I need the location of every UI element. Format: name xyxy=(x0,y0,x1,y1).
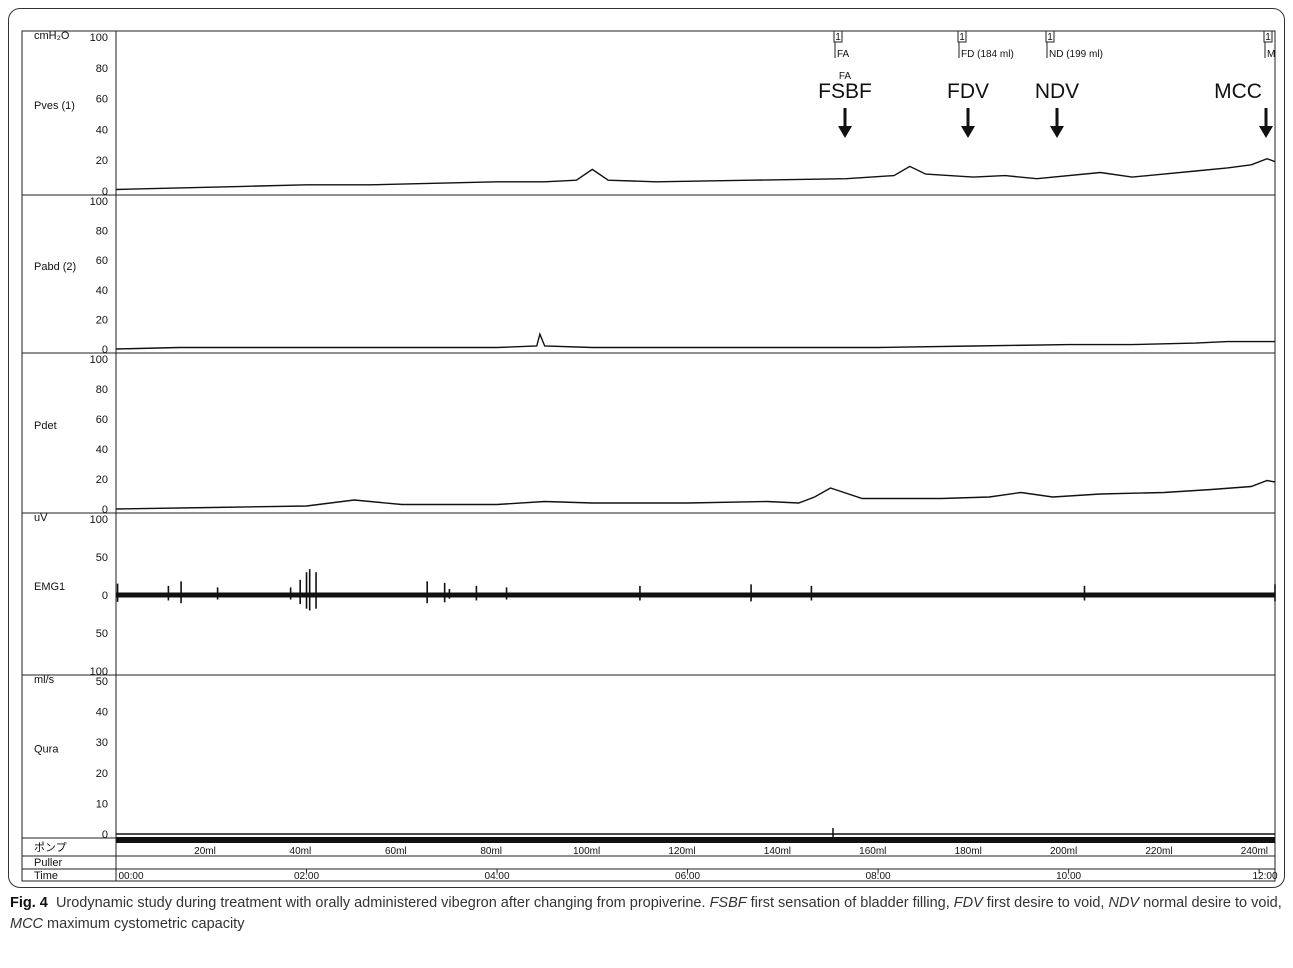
caption-abbr: MCC xyxy=(10,916,44,932)
annotation-label: FDV xyxy=(947,80,989,103)
x-tick-label: 10:00 xyxy=(1056,871,1081,882)
y-tick-label: 60 xyxy=(96,255,108,267)
event-flag-number: 1 xyxy=(959,32,965,43)
caption-abbr-meaning: first desire to void, xyxy=(982,895,1109,911)
time-label: Time xyxy=(34,870,58,882)
x-tick-label: 00:00 xyxy=(118,871,143,882)
channel-name: Pdet xyxy=(34,420,57,432)
channel-name: Pabd (2) xyxy=(34,261,76,273)
caption-abbr-meaning: maximum cystometric capacity xyxy=(43,916,245,932)
annotation-arrow-head xyxy=(1050,126,1064,138)
y-tick-label: 100 xyxy=(90,666,108,678)
figure-caption: Fig. 4 Urodynamic study during treatment… xyxy=(10,893,1285,935)
y-tick-label: 80 xyxy=(96,63,108,75)
y-tick-label: 10 xyxy=(96,798,108,810)
annotation-label: FSBF xyxy=(818,80,872,103)
caption-abbr: NDV xyxy=(1108,895,1140,911)
y-tick-label: 100 xyxy=(90,32,108,44)
pump-volume-tick: 80ml xyxy=(480,846,502,857)
channel-name: Qura xyxy=(34,744,59,756)
event-flag-number: 1 xyxy=(835,32,841,43)
y-tick-label: 40 xyxy=(96,124,108,136)
event-code: FA xyxy=(837,49,850,60)
trace-pves-1- xyxy=(115,157,1276,191)
annotation-label: NDV xyxy=(1035,80,1079,103)
chart-border xyxy=(21,30,1276,882)
pump-volume-tick: 240ml xyxy=(1241,846,1268,857)
annotation-label: MCC xyxy=(1214,80,1262,103)
x-tick-label: 04:00 xyxy=(485,871,510,882)
x-tick-label: 02:00 xyxy=(294,871,319,882)
event-code: M xyxy=(1267,49,1275,60)
channel-unit: cmH₂O xyxy=(34,30,70,42)
figure-frame xyxy=(8,8,1285,888)
y-tick-label: 50 xyxy=(96,552,108,564)
y-tick-label: 20 xyxy=(96,155,108,167)
annotation-superscript: FA xyxy=(839,71,852,82)
x-tick-label: 06:00 xyxy=(675,871,700,882)
x-tick-label: 12:00 xyxy=(1252,871,1277,882)
event-code: FD (184 ml) xyxy=(961,49,1014,60)
pump-volume-tick: 20ml xyxy=(194,846,216,857)
y-tick-label: 0 xyxy=(102,344,108,356)
y-tick-label: 50 xyxy=(96,628,108,640)
y-tick-label: 60 xyxy=(96,414,108,426)
caption-abbr-meaning: normal desire to void, xyxy=(1139,895,1282,911)
y-tick-label: 30 xyxy=(96,737,108,749)
y-tick-label: 100 xyxy=(90,196,108,208)
y-tick-label: 80 xyxy=(96,226,108,238)
trace-pdet xyxy=(115,479,1276,510)
y-tick-label: 50 xyxy=(96,676,108,688)
y-tick-label: 0 xyxy=(102,186,108,198)
annotation-arrow-head xyxy=(1259,126,1273,138)
event-flag xyxy=(1263,30,1273,43)
pump-volume-tick: 60ml xyxy=(385,846,407,857)
event-flag xyxy=(1045,30,1055,43)
y-tick-label: 40 xyxy=(96,707,108,719)
y-tick-label: 100 xyxy=(90,514,108,526)
pump-label: ポンプ xyxy=(34,841,67,854)
pump-volume-tick: 40ml xyxy=(290,846,312,857)
caption-abbr: FSBF xyxy=(709,895,747,911)
y-tick-label: 60 xyxy=(96,94,108,106)
caption-fig-label: Fig. 4 xyxy=(10,895,48,911)
pump-volume-tick: 140ml xyxy=(764,846,791,857)
caption-abbr: FDV xyxy=(953,895,983,911)
y-tick-label: 0 xyxy=(102,504,108,516)
channel-unit: uV xyxy=(34,512,48,524)
y-tick-label: 40 xyxy=(96,285,108,297)
event-flag-number: 1 xyxy=(1047,32,1053,43)
channel-unit: ml/s xyxy=(34,674,55,686)
annotation-arrow-head xyxy=(838,126,852,138)
y-tick-label: 20 xyxy=(96,474,108,486)
event-flag-number: 1 xyxy=(1265,32,1271,43)
pump-volume-tick: 160ml xyxy=(859,846,886,857)
puller-label: Puller xyxy=(34,857,62,869)
y-tick-label: 20 xyxy=(96,768,108,780)
y-tick-label: 40 xyxy=(96,444,108,456)
pump-volume-tick: 120ml xyxy=(668,846,695,857)
pump-volume-tick: 200ml xyxy=(1050,846,1077,857)
event-flag xyxy=(833,30,843,43)
y-tick-label: 20 xyxy=(96,314,108,326)
channel-name: Pves (1) xyxy=(34,100,75,112)
pump-volume-tick: 220ml xyxy=(1145,846,1172,857)
pump-volume-tick: 100ml xyxy=(573,846,600,857)
trace-pabd-2- xyxy=(115,332,1275,350)
x-tick-label: 08:00 xyxy=(866,871,891,882)
y-tick-label: 100 xyxy=(90,354,108,366)
caption-abbreviations: FSBF first sensation of bladder filling,… xyxy=(10,895,1282,932)
event-flag xyxy=(957,30,967,43)
pump-volume-tick: 180ml xyxy=(955,846,982,857)
caption-text: Urodynamic study during treatment with o… xyxy=(55,895,706,911)
y-tick-label: 0 xyxy=(102,829,108,841)
y-tick-label: 0 xyxy=(102,590,108,602)
y-tick-label: 80 xyxy=(96,384,108,396)
event-code: ND (199 ml) xyxy=(1049,49,1103,60)
channel-name: EMG1 xyxy=(34,581,65,593)
pump-bar xyxy=(116,837,1275,843)
caption-abbr-meaning: first sensation of bladder filling, xyxy=(746,895,954,911)
annotation-arrow-head xyxy=(961,126,975,138)
